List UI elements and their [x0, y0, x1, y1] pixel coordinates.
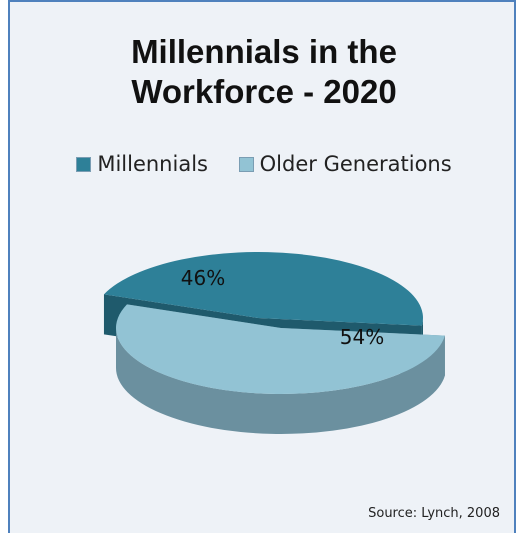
- chart-title-line-2: Workforce - 2020: [131, 73, 397, 110]
- legend-item-millennials: Millennials: [76, 152, 208, 176]
- chart-legend: Millennials Older Generations: [10, 152, 518, 177]
- legend-item-older-generations: Older Generations: [238, 152, 452, 176]
- legend-swatch-older-generations: [238, 156, 254, 172]
- pie-slice-older-generations: [115, 304, 445, 394]
- legend-swatch-millennials: [76, 156, 92, 172]
- chart-title-line-1: Millennials in the: [131, 33, 397, 70]
- chart-frame: Millennials in the Workforce - 2020 Mill…: [8, 0, 516, 533]
- pie-chart: 46% 54%: [103, 252, 445, 434]
- legend-label-millennials: Millennials: [97, 152, 208, 176]
- pie-label-millennials: 46%: [181, 266, 225, 290]
- pie-label-older-generations: 54%: [340, 325, 384, 349]
- pie-slice-millennials: [103, 252, 423, 326]
- chart-title: Millennials in the Workforce - 2020: [10, 32, 518, 112]
- source-note: Source: Lynch, 2008: [368, 506, 500, 521]
- legend-label-older-generations: Older Generations: [259, 152, 452, 176]
